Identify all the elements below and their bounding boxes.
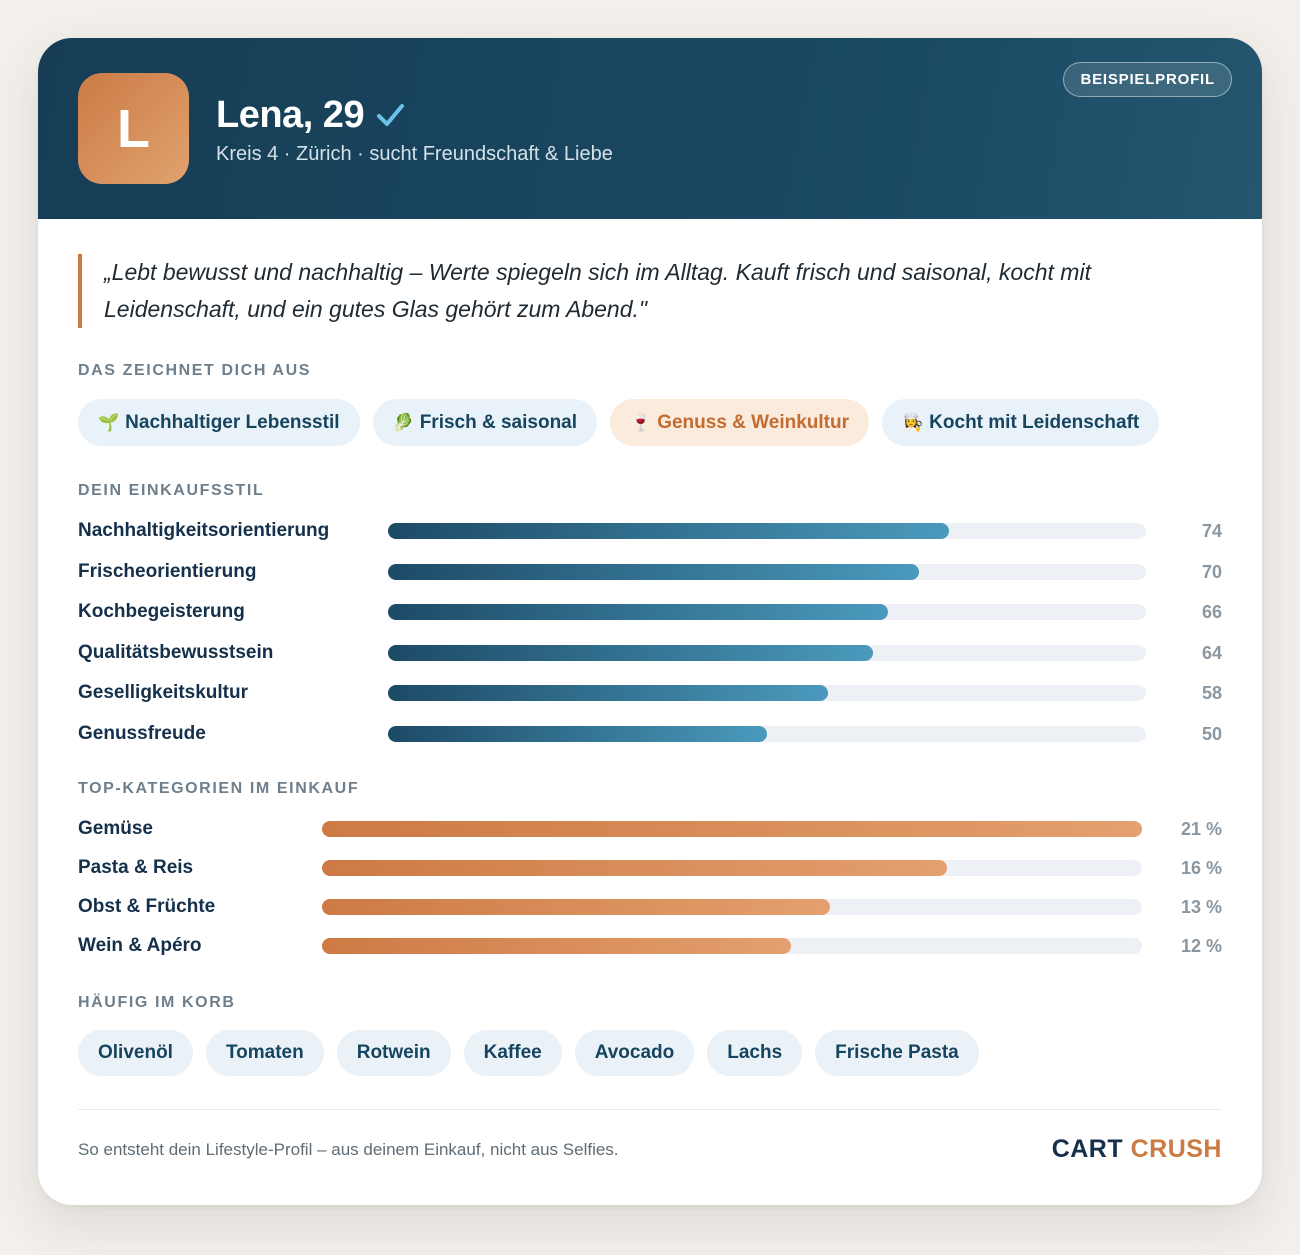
shopping_style-track — [388, 604, 1146, 620]
categories-label: Pasta & Reis — [78, 857, 194, 878]
shopping_style-label: Geselligkeitskultur — [78, 682, 249, 703]
shopping_style-value: 66 — [1201, 602, 1222, 622]
shopping_style-value: 64 — [1201, 642, 1222, 663]
basket-chips: Olivenöl Tomaten Rotwein Kaffee Avocado Lachs… — [78, 1030, 979, 1076]
trait-tag-label: Nachhaltiger Lebensstil — [125, 411, 340, 433]
profile-subtitle: Kreis 4 · Zürich · sucht Freundschaft & … — [216, 143, 613, 165]
basket-chip: Lachs — [707, 1030, 803, 1076]
check-icon — [376, 101, 405, 129]
trait-tag-label: Kocht mit Leidenschaft — [929, 411, 1140, 433]
categories-fill — [322, 938, 791, 954]
shopping_style-track — [388, 685, 1146, 701]
shopping_style-fill — [388, 604, 889, 620]
categories-row: Wein & Apéro 12 % — [78, 934, 1222, 973]
shopping_style-track — [388, 725, 1146, 742]
shopping_style-value: 50 — [1201, 723, 1222, 744]
brand-part-crush: CRUSH — [1130, 1135, 1222, 1163]
shopping_style-label: Qualitätsbewusstsein — [78, 641, 274, 663]
trait-tags: 🌱 Nachhaltiger Lebensstil 🥬 Frisch & saison… — [78, 399, 1160, 446]
shopping_style-fill — [388, 644, 874, 661]
basket-chip: Tomaten — [205, 1030, 324, 1076]
categories-value: 16 % — [1180, 858, 1222, 878]
basket-chip: Kaffee — [463, 1030, 562, 1076]
categories-label: Wein & Apéro — [78, 935, 202, 956]
profile-quote: „Lebt bewusst und nachhaltig – Werte spi… — [78, 254, 1178, 328]
shopping_style-label: Kochbegeisterung — [78, 601, 245, 622]
shopping_style-fill — [388, 523, 949, 539]
shopping_style-fill — [388, 563, 919, 580]
categories-fill — [322, 899, 830, 915]
shopping_style-fill — [388, 725, 767, 742]
shopping_style-track — [388, 644, 1146, 661]
shopping_style-value: 70 — [1201, 561, 1222, 582]
shopping_style-row: Geselligkeitskultur 58 — [78, 681, 1222, 722]
categories-track — [322, 938, 1142, 954]
categories-label: Gemüse — [78, 818, 153, 839]
shopping_style-row: Nachhaltigkeitsorientierung 74 — [78, 519, 1222, 560]
shopping_style-label: Frischeorientierung — [78, 560, 257, 582]
basket-chip: Avocado — [574, 1030, 695, 1076]
traits-section-label: DAS ZEICHNET DICH AUS — [78, 362, 312, 379]
basket-chip: Frische Pasta — [815, 1030, 979, 1076]
basket-section-label: HÄUFIG IM KORB — [78, 994, 236, 1011]
trait-tag: 🍷 Genuss & Weinkultur — [610, 399, 869, 446]
sample-profile-badge: BEISPIELPROFIL — [1063, 62, 1232, 97]
shopping_style-row: Genussfreude 50 — [78, 722, 1222, 763]
avatar: L — [78, 73, 189, 184]
trait-emoji-icon: 🍷 — [630, 412, 652, 432]
categories-label: Obst & Früchte — [78, 896, 216, 917]
shopping_style-label: Nachhaltigkeitsorientierung — [78, 520, 330, 541]
categories-fill — [322, 860, 947, 876]
categories-section-label: TOP-KATEGORIEN IM EINKAUF — [78, 780, 360, 797]
trait-tag: 🥬 Frisch & saisonal — [372, 399, 598, 446]
trait-tag: 👩‍🍳 Kocht mit Leidenschaft — [882, 399, 1160, 446]
footer-divider — [78, 1109, 1222, 1110]
categories-row: Gemüse 21 % — [78, 817, 1222, 856]
footer-text: So entsteht dein Lifestyle-Profil – aus … — [78, 1140, 619, 1159]
trait-tag: 🌱 Nachhaltiger Lebensstil — [78, 399, 360, 446]
trait-tag-label: Genuss & Weinkultur — [657, 411, 849, 433]
profile-name: Lena, 29 — [216, 93, 365, 136]
shopping-style-section-label: DEIN EINKAUFSSTIL — [78, 482, 265, 499]
category-bars: Gemüse 21 % Pasta & Reis 16 % Obst & Früchte… — [78, 817, 1222, 973]
shopping_style-track — [388, 523, 1146, 539]
categories-row: Pasta & Reis 16 % — [78, 856, 1222, 895]
brand-logo: CART CRUSH — [1052, 1135, 1222, 1164]
shopping_style-row: Frischeorientierung 70 — [78, 560, 1222, 601]
shopping_style-value: 74 — [1201, 521, 1222, 541]
profile-header: L Lena, 29 Kreis 4 · Zürich · sucht Freu… — [38, 38, 1262, 219]
trait-emoji-icon: 👩‍🍳 — [902, 412, 924, 432]
categories-track — [322, 821, 1142, 837]
shopping_style-row: Kochbegeisterung 66 — [78, 600, 1222, 641]
categories-value: 12 % — [1180, 936, 1222, 956]
categories-track — [322, 860, 1142, 876]
brand-part-cart: CART — [1051, 1135, 1124, 1163]
shopping_style-label: Genussfreude — [78, 722, 206, 744]
shopping_style-row: Qualitätsbewusstsein 64 — [78, 641, 1222, 682]
name-row: Lena, 29 — [216, 92, 405, 138]
categories-track — [322, 899, 1142, 915]
trait-emoji-icon: 🥬 — [392, 412, 414, 432]
trait-emoji-icon: 🌱 — [98, 412, 120, 432]
categories-fill — [322, 821, 1142, 837]
shopping-style-bars: Nachhaltigkeitsorientierung 74 Frischeorie… — [78, 519, 1222, 762]
shopping_style-fill — [388, 685, 828, 701]
shopping_style-value: 58 — [1201, 683, 1222, 703]
shopping_style-track — [388, 563, 1146, 580]
categories-value: 21 % — [1180, 819, 1222, 839]
trait-tag-label: Frisch & saisonal — [419, 411, 578, 433]
basket-chip: Rotwein — [336, 1030, 451, 1076]
profile-card: L Lena, 29 Kreis 4 · Zürich · sucht Freu… — [38, 38, 1262, 1205]
categories-row: Obst & Früchte 13 % — [78, 895, 1222, 934]
categories-value: 13 % — [1180, 897, 1222, 917]
basket-chip: Olivenöl — [78, 1030, 193, 1076]
